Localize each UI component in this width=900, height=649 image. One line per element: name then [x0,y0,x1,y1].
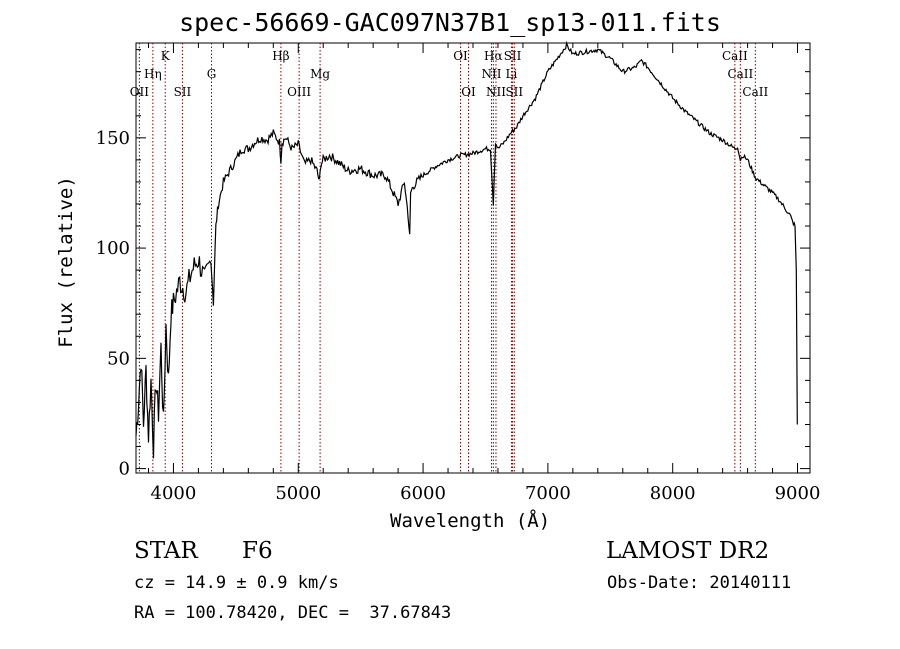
line-marker-label-5: Hβ [272,49,289,63]
line-marker-label-2: K [161,49,171,63]
survey-name: LAMOST DR2 [606,538,770,564]
line-marker-label-13: SII [504,49,522,63]
object-subclass: F6 [242,538,273,564]
line-marker-label-3: SII [174,85,192,99]
coordinates: RA = 100.78420, DEC = 37.67843 [134,603,452,623]
observation-date: Obs-Date: 20140111 [607,573,792,593]
spectrum-series-line [135,40,798,459]
line-marker-label-6: OIII [287,85,311,99]
x-tick-label-5: 9000 [775,483,821,504]
y-tick-label-1: 50 [107,348,130,369]
line-marker-label-4: G [207,67,217,81]
line-marker-label-8: OI [453,49,468,63]
line-marker-label-15: SII [505,85,523,99]
line-marker-label-17: CaII [727,67,753,81]
line-marker-label-12: NII [486,85,506,99]
axis-tick-layer: 4000 5000 6000 7000 8000 9000 0 50 100 150 [96,43,821,504]
y-tick-label-2: 100 [96,238,130,259]
x-tick-label-4: 8000 [650,483,696,504]
x-tick-label-0: 4000 [151,483,197,504]
line-marker-label-10: Hα [484,49,503,63]
line-marker-label-18: CaII [742,85,768,99]
line-marker-label-14: Li [506,67,518,81]
y-tick-label-0: 0 [119,459,130,480]
line-marker-label-1: Hη [144,67,162,81]
line-marker-label-11: NII [481,67,501,81]
line-marker-layer: OIIHηKSIIGHβOIIIMgOIOIHαNIINIISIILiSIICa… [130,43,768,473]
plot-frame [135,42,811,474]
line-marker-label-7: Mg [310,67,330,81]
line-marker-label-16: CaII [722,49,748,63]
object-class: STAR [134,538,198,564]
line-marker-label-0: OII [130,85,150,99]
line-marker-label-9: OI [461,85,476,99]
x-tick-label-3: 7000 [525,483,571,504]
redshift-velocity: cz = 14.9 ± 0.9 km/s [134,573,339,593]
chart-title: spec-56669-GAC097N37B1_sp13-011.fits [179,8,721,37]
x-tick-label-1: 5000 [275,483,321,504]
x-axis-label: Wavelength (Å) [390,510,551,532]
y-tick-label-3: 150 [96,128,130,149]
y-axis-label: Flux (relative) [55,176,77,348]
x-tick-label-2: 6000 [400,483,446,504]
